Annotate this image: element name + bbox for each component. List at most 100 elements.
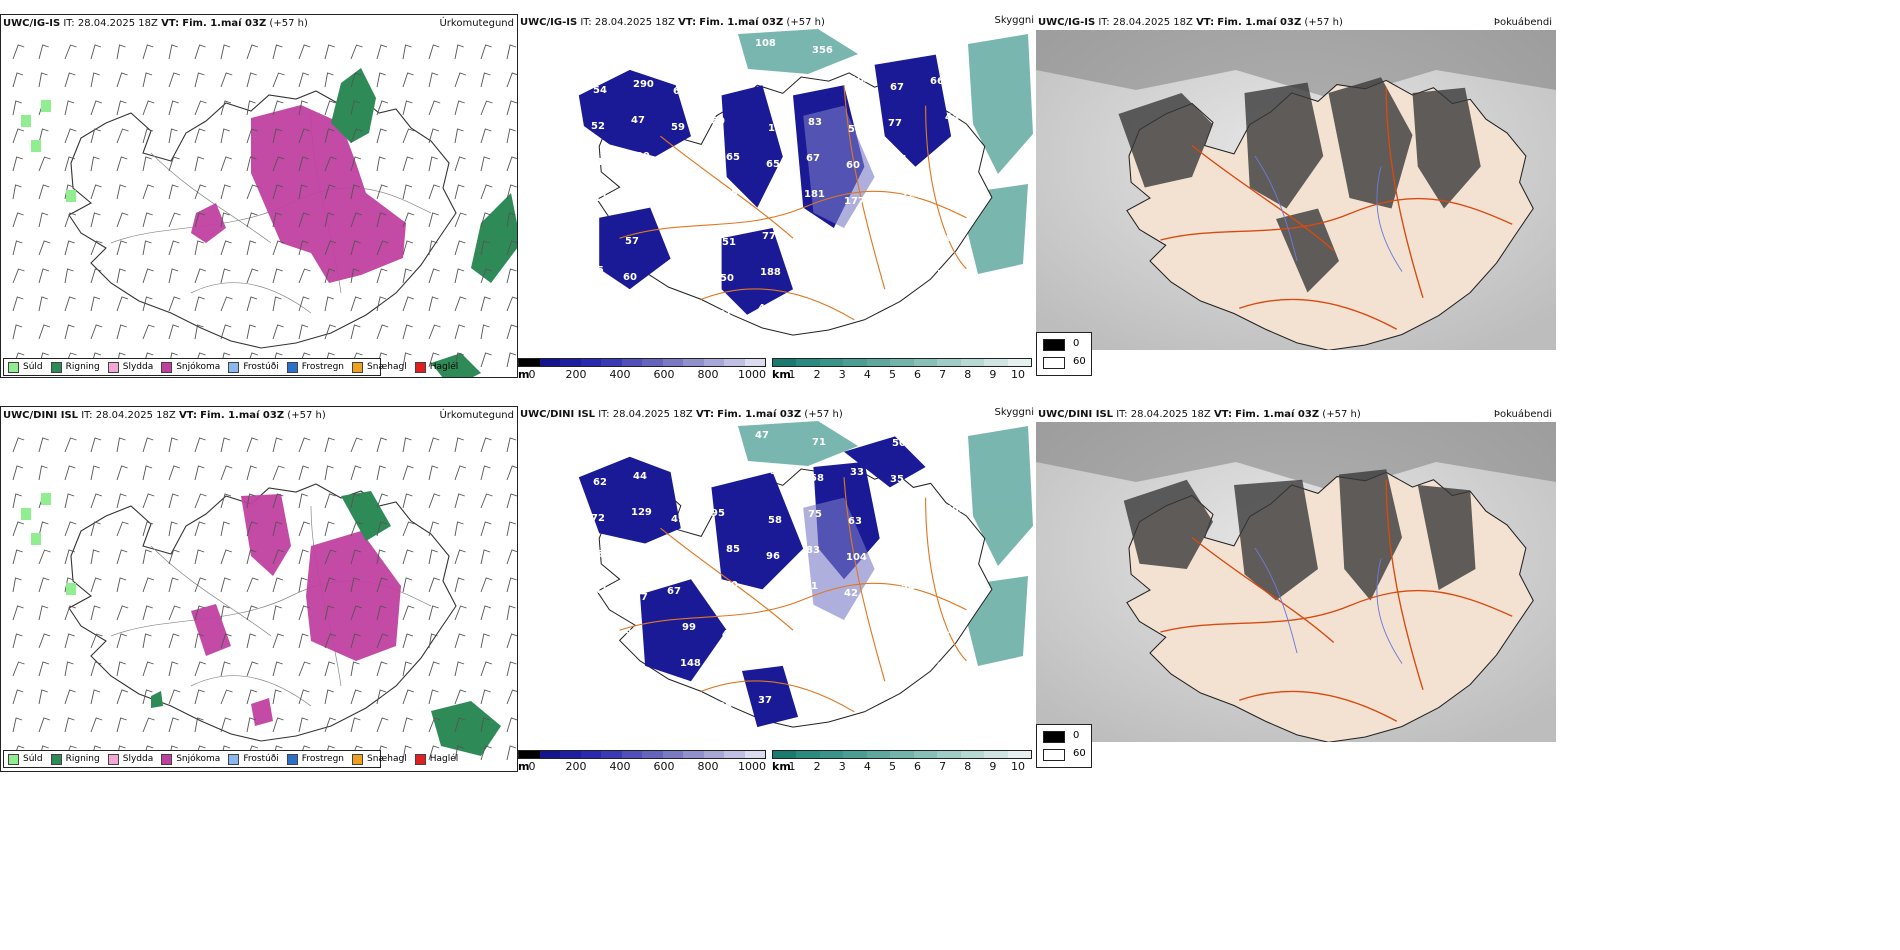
fog-legend-swatch [1043,749,1065,761]
legend-label: Haglél [429,362,459,372]
color-bar-step [560,359,581,366]
scale-tick: 1000 [738,760,766,772]
fog-legend-label: 60 [1073,356,1086,367]
visibility-value-label: 165 [764,195,785,206]
scale-tick: 4 [863,760,871,772]
legend-swatch [107,753,119,765]
visibility-value-label: 58 [848,124,862,135]
fog-legend-top: 0 60 [1036,332,1092,376]
visibility-value-label: 91 [937,661,951,672]
legend-label: Súld [23,362,43,372]
visibility-value-label: 60 [623,272,637,283]
visibility-value-label: 44 [633,471,647,482]
visibility-value-label: 121 [800,274,821,285]
color-bar-step [984,359,1008,366]
scale-tick: 200 [565,760,587,772]
visibility-value-label: 63 [848,516,862,527]
visibility-value-label: 51 [937,269,951,280]
visibility-value-label: 51 [667,194,681,205]
visibility-value-label: 81 [718,309,732,320]
legend-item: Rigning [50,753,100,765]
fog-legend-swatch [1043,731,1065,743]
legend-swatch [161,361,173,373]
visibility-value-label: 170 [762,623,783,634]
visibility-value-label: 68 [897,275,911,286]
color-bar-step [703,751,724,758]
fog-legend-label: 0 [1073,338,1080,349]
visibility-value-label: 237 [627,200,648,211]
visibility-value-label: 165 [583,265,604,276]
visibility-value-label: 96 [623,664,637,675]
color-bar-step [642,359,663,366]
fog-legend-bottom: 0 60 [1036,724,1092,768]
visibility-value-label: 157 [675,37,696,48]
visibility-value-label: 104 [850,75,871,86]
visibility-value-label: 108 [755,38,776,49]
legend-label: Haglél [429,754,459,764]
visibility-value-label: 75 [808,509,822,520]
visibility-value-label: 83 [808,117,822,128]
precip-title-top: Úrkomutegund [439,18,514,29]
visibility-value-label: 67 [806,153,820,164]
visibility-value-label: 33 [850,467,864,478]
visibility-value-label: 67 [667,586,681,597]
legend-item: Snjókoma [161,753,220,765]
legend-item: Frostúði [228,361,279,373]
scale-tick: 200 [565,368,587,378]
visibility-value-label: 58 [768,515,782,526]
fog-legend-swatch [1043,357,1065,369]
color-bar-step [866,751,891,758]
legend-swatch [414,361,426,373]
visibility-value-label: 356 [812,45,833,56]
color-bar-step [580,751,601,758]
cloud-panel-bottom: UWC/DINI ISL IT: 28.04.2025 18Z VT: Fim.… [518,406,1036,772]
legend-label: Slydda [122,754,154,764]
precip-legend-bottom: Súld Rigning Slydda Snjókoma Frostúði Frostre… [3,750,458,768]
visibility-value-label: 85 [726,544,740,555]
scale-tick: 7 [939,368,947,378]
color-bar-step [560,751,581,758]
scale-tick: 8 [964,760,972,772]
visibility-value-label: 76 [581,706,595,717]
visibility-value-label: 211 [857,660,878,671]
color-bar-step [984,751,1008,758]
legend-item: Haglél [414,361,459,373]
visibility-value-label: 101 [715,44,736,55]
color-bar-step [724,359,745,366]
visibility-value-label: 80 [852,39,866,50]
visibility-value-label: 60 [724,580,738,591]
legend-swatch [286,361,298,373]
visibility-value-label: 47 [800,666,814,677]
fog-legend-swatch [1043,339,1065,351]
scale-tick: 6 [914,368,922,378]
fog-legend-label: 60 [1073,748,1086,759]
color-bar-step [960,359,985,366]
scale-tick: 5 [888,368,896,378]
visibility-value-label: 42 [844,588,858,599]
height-scale-top: m 0 200 400 600 800 1000 [518,358,768,378]
legend-label: Frostúði [243,362,279,372]
visibility-value-label: 54 [901,582,915,593]
precip-legend-top: Súld Rigning Slydda Snjókoma Frostúði Frostre… [3,358,458,376]
legend-label: Frostúði [243,754,279,764]
visibility-value-label: 87 [760,659,774,670]
scale-tick: 1000 [738,368,766,378]
visibility-value-label: 65 [766,159,780,170]
color-bar [518,750,766,759]
legend-label: Snæhagl [367,754,407,764]
scale-tick: 800 [697,760,719,772]
visibility-value-label: 71 [810,81,824,92]
visibility-value-label: 43 [939,625,953,636]
height-scale-bottom: m 0 200 400 600 800 1000 [518,750,768,772]
cloud-header-top: UWC/IG-IS IT: 28.04.2025 18Z VT: Fim. 1.… [520,17,825,28]
legend-swatch [161,753,173,765]
fog-header-bottom: UWC/DINI ISL IT: 28.04.2025 18Z VT: Fim.… [1038,409,1361,420]
color-bar-step [539,359,560,366]
scale-tick: 5 [888,760,896,772]
visibility-value-label: 53 [842,624,856,635]
scale-tick: 10 [1011,368,1025,378]
visibility-value-label: 100 [629,151,650,162]
precip-header-bottom: UWC/DINI ISL IT: 28.04.2025 18Z VT: Fim.… [3,410,326,421]
visibility-value-label: 37 [758,695,772,706]
color-bar-step [890,359,914,366]
